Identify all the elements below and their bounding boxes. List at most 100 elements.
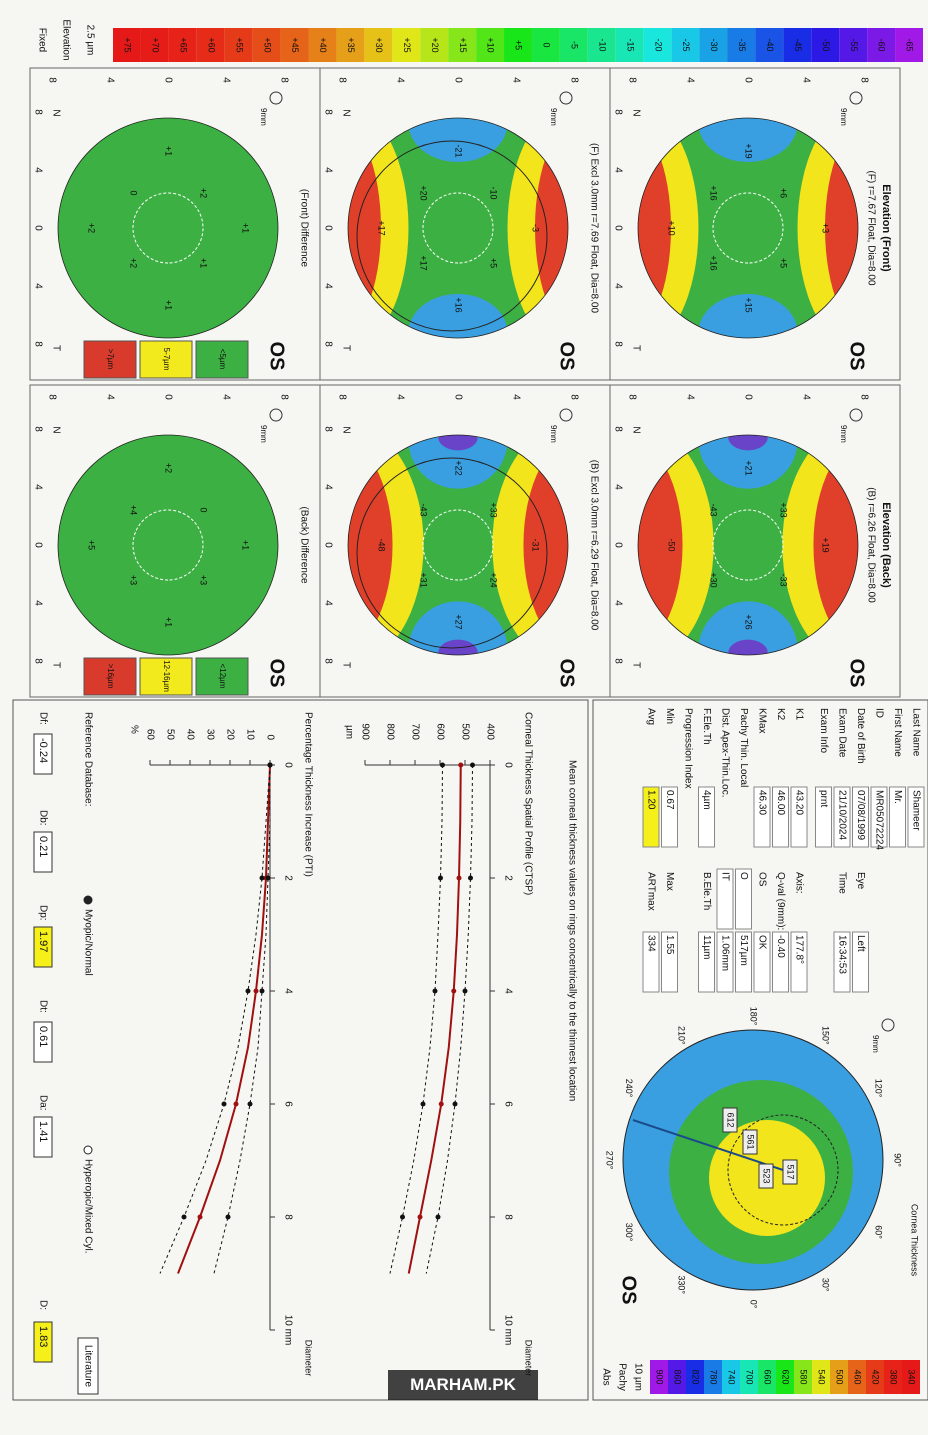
- x-tick-label: 6: [502, 1101, 513, 1107]
- scale-mode: Abs: [600, 1368, 611, 1385]
- index-box: [33, 1116, 53, 1158]
- scale-label: -5: [569, 41, 579, 49]
- map-value: +3: [199, 575, 209, 585]
- axis-tick: 8: [322, 426, 333, 432]
- temporal: T: [630, 662, 641, 668]
- map-value: -33: [779, 573, 789, 586]
- scale-cell: [884, 1360, 902, 1394]
- scale-cell: [420, 28, 449, 62]
- series-line: [407, 764, 462, 1274]
- info-label: Pachy Thin. Local: [738, 708, 749, 787]
- scale-label: 660: [763, 1369, 773, 1384]
- scale-label: 900: [655, 1369, 665, 1384]
- zoom: 9mm: [259, 108, 268, 126]
- value-box: [790, 786, 808, 848]
- map-image: [58, 435, 278, 655]
- map-red: [523, 435, 568, 655]
- scale-cell: [112, 28, 141, 62]
- index-value: 1.41: [37, 1121, 49, 1142]
- axis-tick: 0: [452, 394, 463, 400]
- axis-tick: 8: [568, 77, 579, 83]
- map-value: -50: [667, 538, 677, 551]
- scale-label: -20: [653, 38, 663, 51]
- scale-cell: [758, 1360, 776, 1394]
- info-value: IT: [719, 872, 730, 881]
- map-title: Elevation (Back): [880, 502, 892, 588]
- map-blue: [408, 294, 508, 338]
- scale-label: 420: [871, 1369, 881, 1384]
- map-value: +1: [164, 146, 174, 156]
- x-tick-label: 0: [502, 762, 513, 768]
- scale-cell: [196, 28, 225, 62]
- point: [267, 762, 273, 768]
- map-yellow: [797, 118, 858, 338]
- map-value: 0: [129, 190, 139, 195]
- map-outline: [637, 117, 859, 339]
- map-value: +2: [199, 188, 209, 198]
- point: [233, 1101, 239, 1107]
- scale-mode: Fixed: [36, 28, 47, 52]
- map-value: +22: [454, 460, 464, 475]
- axis-tick: 8: [336, 77, 347, 83]
- scale-label: -10: [597, 38, 607, 51]
- axis-tick: 4: [322, 283, 333, 289]
- axis-tick: 4: [612, 600, 623, 606]
- info-value: 11µm: [701, 935, 712, 959]
- info-value: 177.8°: [793, 935, 804, 964]
- y-tick-label: 10: [244, 729, 255, 741]
- radio[interactable]: [83, 1145, 93, 1155]
- eye: OS: [266, 659, 288, 688]
- literature-button[interactable]: [77, 1337, 99, 1395]
- info-value: 07/08/1999: [855, 790, 866, 840]
- x-tick-label: 10 mm: [282, 1315, 293, 1346]
- zoom-icon: [269, 91, 283, 105]
- axis-tick: 0: [162, 77, 173, 83]
- legend-box: [195, 340, 249, 379]
- point: [456, 875, 462, 881]
- scale-label: +65: [178, 37, 188, 52]
- info-value: 46.00: [775, 790, 786, 815]
- value-box: [642, 931, 660, 993]
- angle-label: 330°: [677, 1275, 687, 1294]
- map-value: +5: [489, 258, 499, 268]
- scale-label: -35: [737, 38, 747, 51]
- map-value: +1: [241, 223, 251, 233]
- map-value: +19: [744, 143, 754, 158]
- map-yellow: [507, 118, 568, 338]
- axis-tick: 8: [32, 658, 43, 664]
- legend-label: <5µm: [218, 349, 227, 370]
- radio[interactable]: [83, 895, 93, 905]
- scale-label: 540: [817, 1369, 827, 1384]
- map-subtitle: (B) r=6.26 Float, Dia=8.00: [865, 487, 876, 603]
- map-value: +10: [667, 220, 677, 235]
- scale-cell: [224, 28, 253, 62]
- map-outline: [57, 117, 279, 339]
- zoom-icon: [559, 408, 573, 422]
- axis-tick: 4: [510, 77, 521, 83]
- temporal: T: [50, 662, 61, 668]
- map-ring: [712, 509, 784, 581]
- zoom: 9mm: [871, 1035, 880, 1053]
- index-box: [33, 733, 53, 775]
- axis-tick: 4: [220, 394, 231, 400]
- scale-unit: 10 µm: [632, 1363, 643, 1391]
- value-box: [735, 931, 752, 993]
- map-base: [58, 118, 278, 338]
- legend-box: [195, 657, 249, 696]
- map-base: [348, 118, 568, 338]
- map-value: -10: [489, 186, 499, 199]
- value-box: [815, 786, 832, 848]
- map-value: +3: [821, 223, 831, 233]
- temporal: T: [340, 345, 351, 351]
- info-value: O: [738, 872, 749, 880]
- axis-tick: 0: [742, 77, 753, 83]
- scale-cell: [448, 28, 477, 62]
- scale-cell: [704, 1360, 722, 1394]
- scale-label: -30: [709, 38, 719, 51]
- legend-label: <12µm: [218, 664, 227, 689]
- index-box: [33, 831, 53, 873]
- value-box: [753, 931, 771, 993]
- map-ring: [356, 140, 548, 332]
- point: [259, 988, 265, 994]
- info-label: Exam Info: [818, 708, 829, 753]
